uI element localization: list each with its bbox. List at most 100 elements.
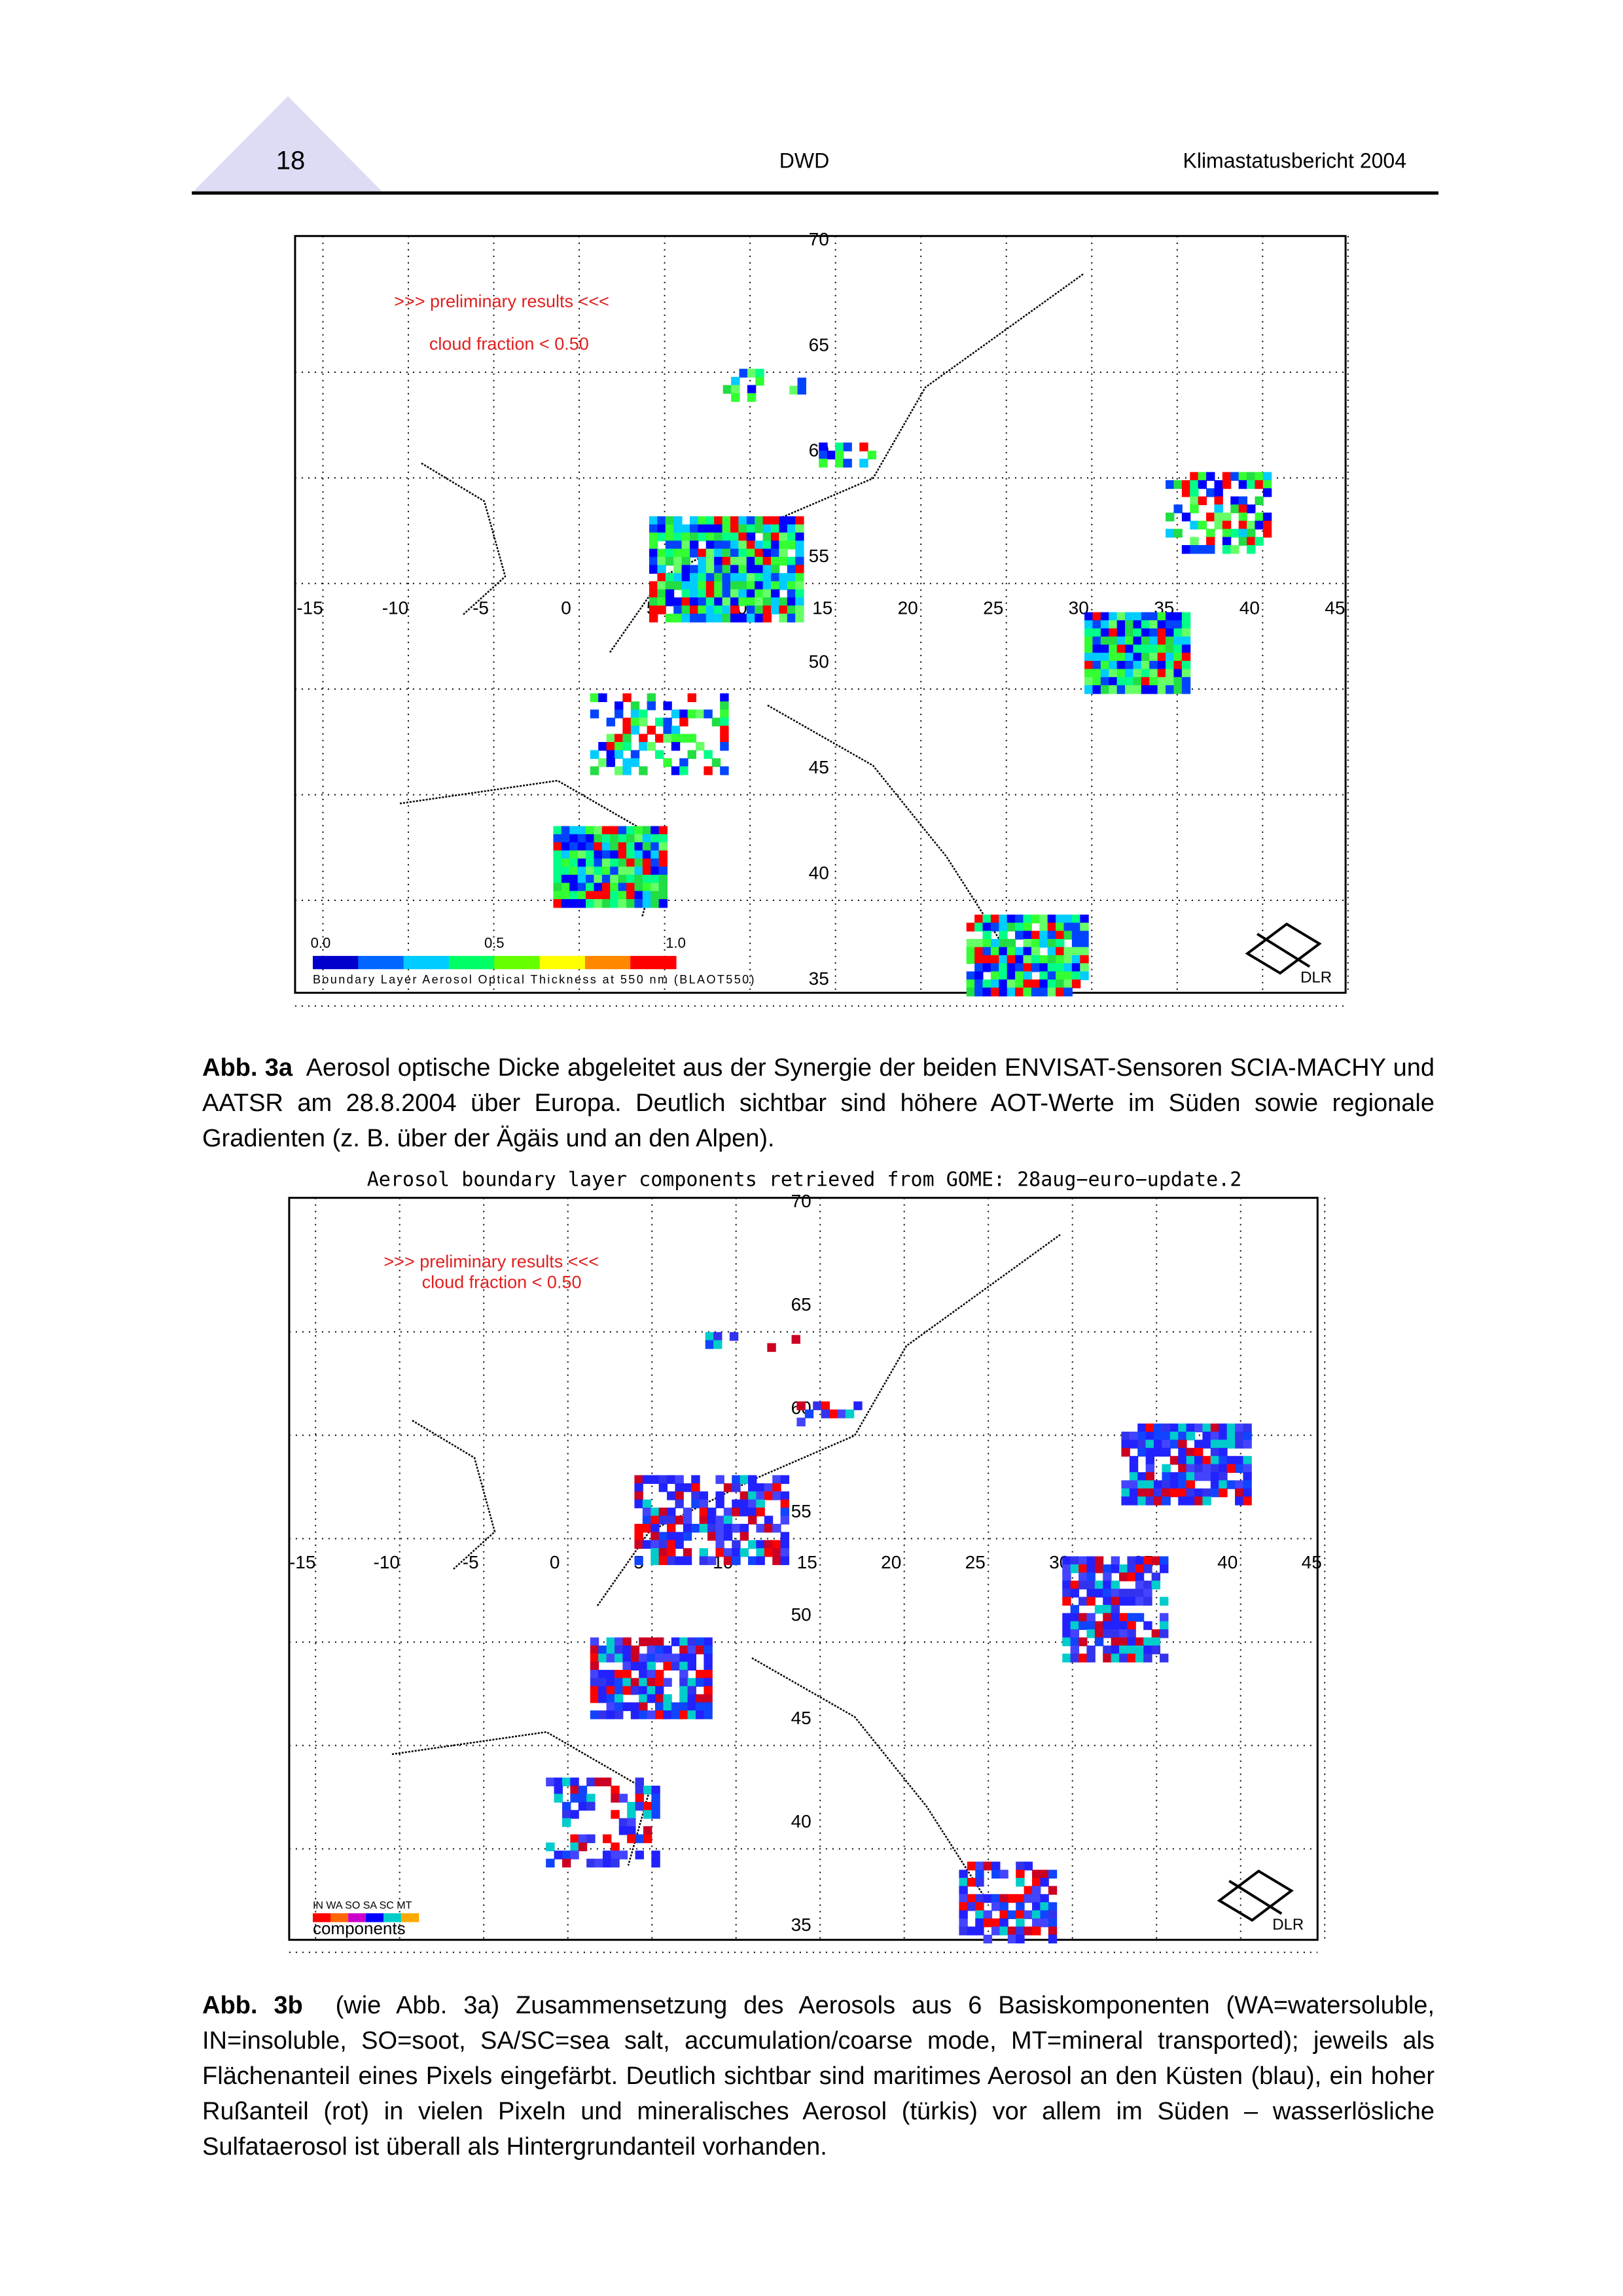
retrieval-pixel: [762, 597, 772, 607]
colorbar-label: 1.0: [666, 935, 686, 951]
retrieval-pixel: [1238, 537, 1248, 546]
retrieval-pixel: [683, 1515, 692, 1525]
retrieval-pixel: [1243, 1488, 1252, 1498]
retrieval-pixel: [651, 834, 660, 843]
retrieval-pixel: [1116, 636, 1126, 646]
retrieval-pixel: [835, 459, 844, 468]
retrieval-pixel: [762, 581, 772, 590]
retrieval-pixel: [681, 605, 690, 614]
retrieval-pixel: [1062, 1580, 1071, 1590]
retrieval-pixel: [967, 1862, 976, 1871]
retrieval-pixel: [787, 540, 796, 550]
retrieval-pixel: [1166, 480, 1175, 489]
retrieval-pixel: [622, 1637, 632, 1646]
retrieval-pixel: [720, 766, 729, 775]
retrieval-pixel: [722, 597, 731, 607]
retrieval-pixel: [1127, 1645, 1136, 1655]
retrieval-pixel: [1031, 963, 1041, 972]
retrieval-pixel: [1154, 1480, 1163, 1489]
retrieval-pixel: [651, 1858, 660, 1868]
retrieval-pixel: [770, 540, 780, 550]
retrieval-pixel: [698, 524, 707, 533]
retrieval-pixel: [1063, 979, 1073, 989]
latitude-label: 45: [791, 1708, 812, 1728]
retrieval-pixel: [657, 589, 666, 599]
retrieval-pixel: [1190, 504, 1199, 514]
retrieval-pixel: [983, 1918, 993, 1928]
retrieval-pixel: [667, 1532, 676, 1541]
retrieval-pixel: [1137, 1447, 1147, 1457]
retrieval-pixel: [1145, 1496, 1155, 1506]
retrieval-pixel: [772, 1548, 781, 1557]
retrieval-pixel: [780, 1532, 790, 1541]
retrieval-pixel: [966, 971, 976, 980]
colorbar-label: 0.5: [484, 935, 505, 951]
retrieval-pixel: [704, 1637, 713, 1646]
retrieval-pixel: [762, 613, 772, 623]
retrieval-pixel: [590, 693, 599, 703]
retrieval-pixel: [658, 850, 668, 860]
retrieval-pixel: [722, 613, 731, 623]
coastline: [412, 1419, 496, 1570]
retrieval-pixel: [606, 1653, 615, 1663]
retrieval-pixel: [756, 1548, 765, 1557]
retrieval-pixel: [1151, 1580, 1161, 1590]
retrieval-pixel: [1210, 1464, 1220, 1473]
retrieval-pixel: [1141, 612, 1150, 622]
retrieval-pixel: [1194, 1496, 1204, 1506]
retrieval-pixel: [1226, 1464, 1236, 1473]
retrieval-pixel: [651, 1523, 660, 1533]
retrieval-pixel: [658, 1475, 668, 1484]
retrieval-pixel: [740, 1499, 749, 1509]
retrieval-pixel: [606, 717, 615, 727]
retrieval-pixel: [1086, 1597, 1096, 1606]
retrieval-pixel: [699, 1523, 709, 1533]
retrieval-pixel: [1071, 930, 1081, 940]
retrieval-pixel: [1210, 1488, 1220, 1498]
latitude-label: 65: [809, 334, 829, 355]
retrieval-pixel: [722, 532, 731, 542]
retrieval-pixel: [990, 947, 1000, 956]
retrieval-pixel: [626, 891, 635, 900]
retrieval-pixel: [634, 1499, 643, 1509]
retrieval-pixel: [1040, 1902, 1049, 1911]
retrieval-pixel: [1056, 914, 1065, 924]
retrieval-pixel: [610, 834, 619, 843]
retrieval-pixel: [1173, 620, 1183, 629]
retrieval-pixel: [634, 866, 643, 875]
retrieval-pixel: [722, 540, 731, 550]
retrieval-pixel: [738, 613, 747, 623]
retrieval-pixel: [1157, 669, 1167, 678]
retrieval-pixel: [1186, 1431, 1196, 1441]
retrieval-pixel: [577, 842, 587, 851]
retrieval-pixel: [667, 1508, 676, 1517]
retrieval-pixel: [975, 1918, 984, 1928]
retrieval-pixel: [723, 1556, 733, 1565]
retrieval-pixel: [1015, 923, 1024, 932]
retrieval-pixel: [738, 589, 747, 599]
retrieval-pixel: [1063, 923, 1073, 932]
retrieval-pixel: [991, 1869, 1001, 1879]
retrieval-pixel: [1031, 955, 1041, 964]
retrieval-pixel: [1178, 1439, 1187, 1449]
retrieval-pixel: [1141, 685, 1150, 694]
retrieval-pixel: [663, 717, 672, 727]
retrieval-pixel: [1119, 1613, 1128, 1622]
retrieval-pixel: [635, 1786, 644, 1795]
retrieval-pixel: [635, 1834, 644, 1843]
retrieval-pixel: [1024, 1926, 1033, 1935]
retrieval-pixel: [1103, 1597, 1112, 1606]
retrieval-pixel: [732, 1540, 741, 1549]
retrieval-pixel: [639, 1653, 648, 1663]
retrieval-pixel: [651, 1475, 660, 1484]
retrieval-pixel: [1157, 636, 1167, 646]
retrieval-pixel: [689, 532, 699, 542]
retrieval-pixel: [1154, 1423, 1163, 1432]
retrieval-pixel: [780, 1548, 790, 1557]
retrieval-pixel: [748, 1515, 757, 1525]
retrieval-pixel: [643, 1786, 652, 1795]
retrieval-pixel: [687, 709, 696, 718]
retrieval-pixel: [611, 1842, 620, 1852]
retrieval-pixel: [554, 1786, 563, 1795]
retrieval-pixel: [1137, 1488, 1147, 1498]
